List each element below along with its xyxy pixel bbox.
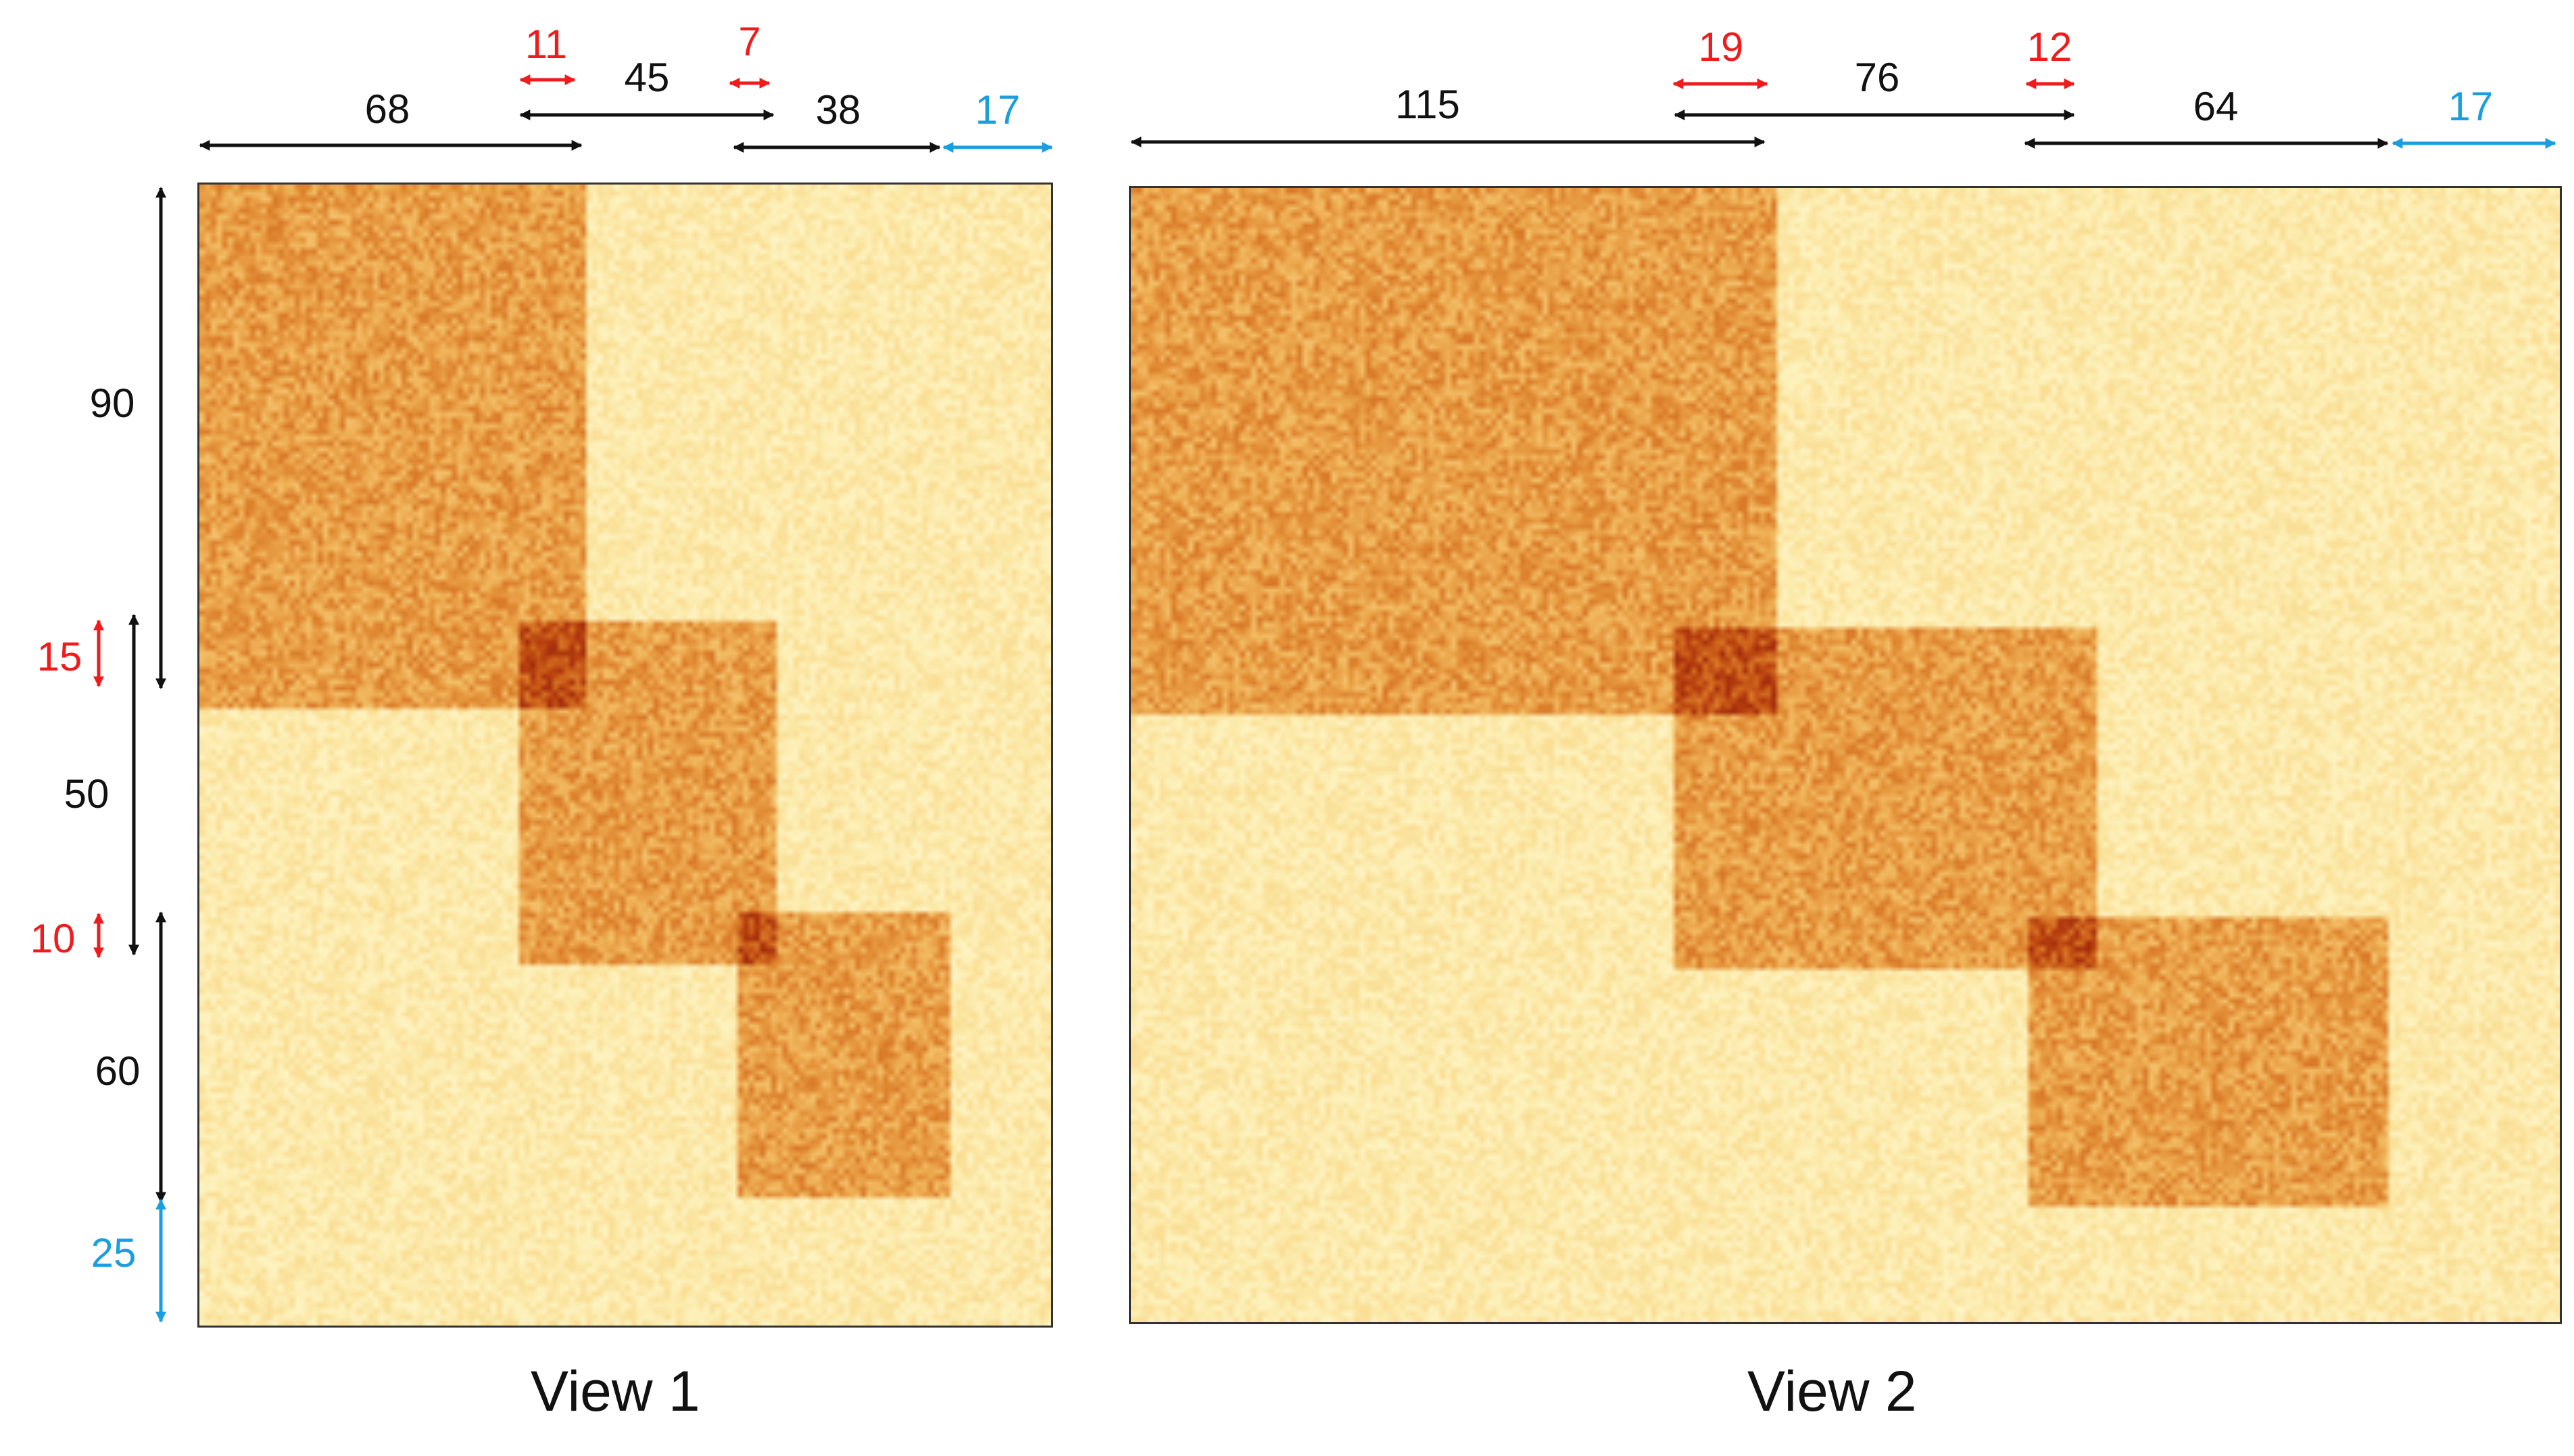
- v1-row-label-c: 60: [95, 1048, 141, 1094]
- caption-view-2: View 2: [1747, 1359, 1917, 1423]
- heatmap-view-2-cells: [1131, 188, 2560, 1322]
- v1-col-label-c: 38: [816, 87, 861, 132]
- v2-col-label-c: 64: [2193, 84, 2239, 129]
- v1-row-label-b: 50: [64, 771, 110, 817]
- v1-col-label-noise: 17: [975, 87, 1021, 132]
- v1-row-label-ov2: 10: [30, 916, 76, 961]
- heatmap-view-2: [1129, 186, 2562, 1324]
- v2-col-label-a: 115: [1395, 82, 1460, 127]
- v1-col-label-a: 68: [365, 87, 410, 132]
- heatmap-view-1-cells: [199, 185, 1051, 1326]
- v1-row-label-a: 90: [90, 381, 135, 426]
- v1-col-label-b: 45: [625, 55, 670, 100]
- heatmap-view-1: [197, 183, 1053, 1328]
- v1-col-label-ov1: 11: [525, 22, 567, 67]
- v2-col-label-ov2: 12: [2027, 24, 2072, 70]
- v2-col-label-noise: 17: [2448, 84, 2494, 129]
- caption-view-1: View 1: [531, 1359, 700, 1423]
- v2-col-label-ov1: 19: [1699, 24, 1744, 70]
- v1-row-label-ov1: 15: [37, 634, 82, 679]
- v2-col-label-b: 76: [1855, 55, 1900, 100]
- v1-row-label-noise: 25: [91, 1230, 137, 1276]
- v1-col-label-ov2: 7: [738, 19, 760, 64]
